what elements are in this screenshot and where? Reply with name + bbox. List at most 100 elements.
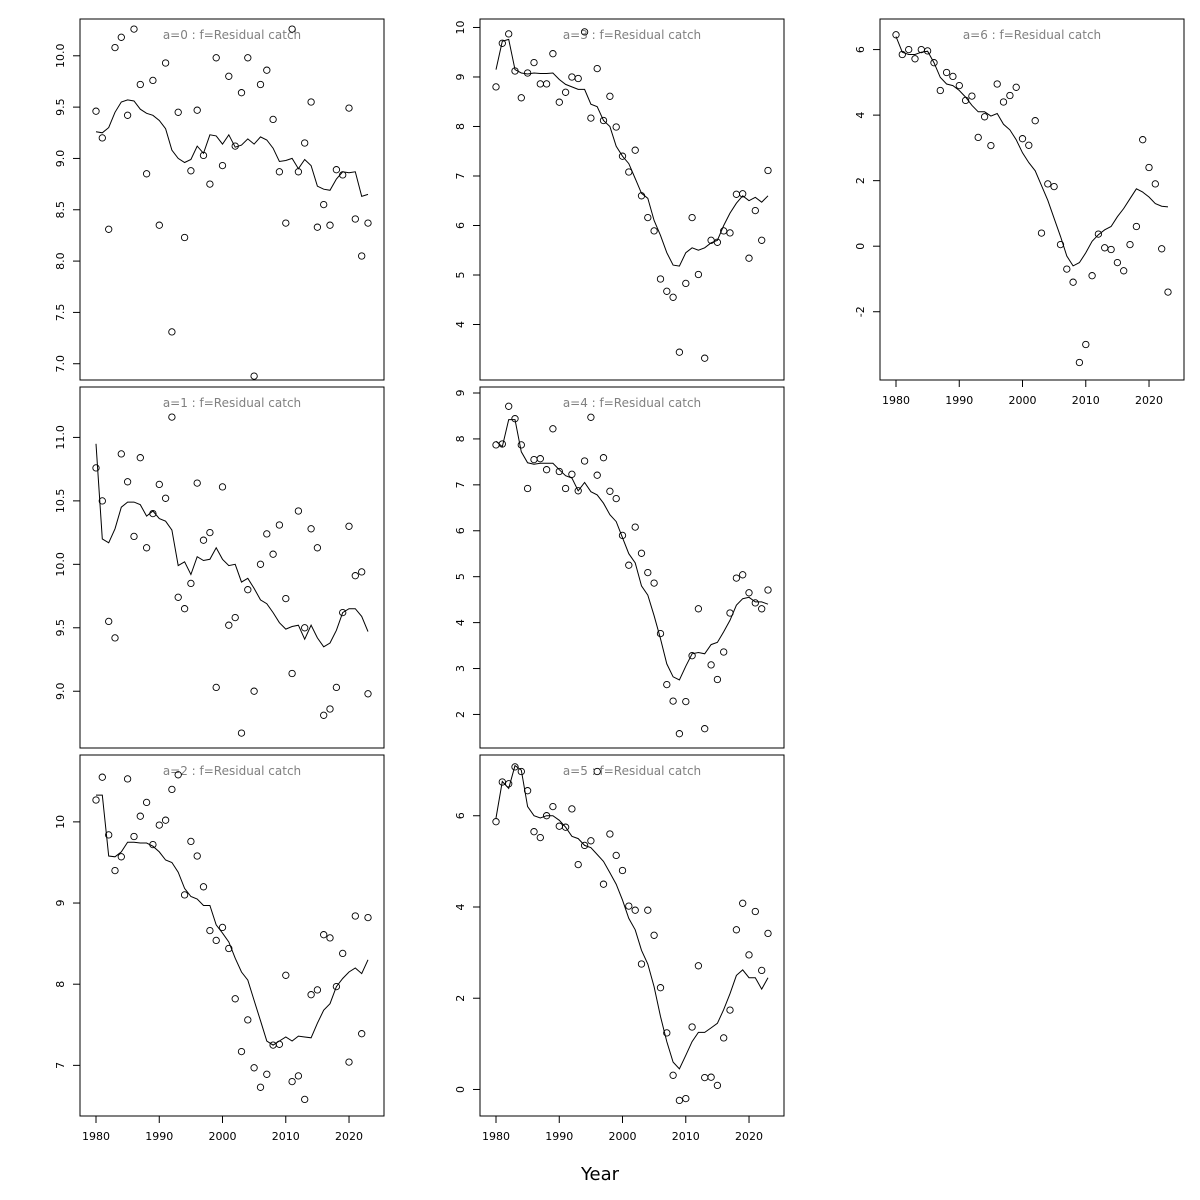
observed-point (92, 796, 100, 804)
observed-point (974, 133, 982, 142)
observed-point (237, 89, 246, 97)
observed-point (1107, 245, 1115, 254)
observed-point (161, 494, 170, 502)
observed-point (599, 116, 608, 125)
observed-point (987, 141, 995, 150)
observed-point (745, 951, 753, 959)
y-tick-label: 8 (454, 123, 467, 130)
observed-point (332, 166, 341, 174)
observed-point (168, 785, 176, 794)
y-tick-label: 9.0 (54, 682, 67, 700)
observed-point (682, 1094, 690, 1103)
observed-point (187, 837, 195, 846)
observed-point (326, 934, 334, 942)
observed-point (713, 675, 722, 684)
observed-point (517, 767, 525, 776)
observed-point (161, 816, 170, 824)
observed-point (345, 522, 353, 530)
observed-point (206, 180, 214, 188)
observed-point (568, 805, 576, 813)
observed-point (764, 929, 772, 938)
observed-point (1063, 265, 1071, 273)
observed-point (244, 54, 252, 62)
panel-title: a=2 : f=Residual catch (163, 764, 301, 778)
observed-point (105, 225, 113, 233)
observed-point (225, 72, 233, 80)
observed-point (320, 931, 328, 939)
observed-point (199, 151, 208, 160)
observed-point (288, 669, 296, 678)
observed-point (212, 54, 220, 62)
observed-point (1018, 135, 1027, 143)
observed-point (993, 80, 1001, 88)
observed-point (1113, 258, 1122, 267)
observed-point (123, 775, 132, 783)
observed-point (492, 818, 500, 826)
observed-point (269, 550, 277, 558)
observed-point (536, 80, 544, 88)
y-tick-label: 8.5 (54, 201, 67, 219)
observed-point (644, 568, 652, 577)
observed-point (498, 440, 506, 448)
y-tick-label: -2 (854, 306, 867, 317)
x-tick-label: 2020 (1135, 394, 1163, 407)
observed-point (1012, 83, 1020, 91)
observed-point (568, 470, 576, 478)
observed-point (968, 92, 976, 100)
observed-point (168, 328, 176, 336)
panel-title: a=1 : f=Residual catch (163, 396, 301, 410)
observed-point (193, 106, 201, 114)
observed-point (580, 28, 589, 36)
observed-point (256, 1083, 265, 1091)
observed-point (949, 72, 957, 81)
observed-point (751, 599, 759, 607)
observed-point (250, 1064, 258, 1072)
observed-point (244, 586, 252, 594)
y-tick-label: 0 (454, 1086, 467, 1093)
observed-point (123, 111, 132, 119)
observed-point (644, 213, 652, 222)
observed-point (764, 586, 772, 594)
observed-point (149, 509, 157, 518)
observed-point (1151, 180, 1159, 188)
observed-point (269, 115, 277, 124)
y-tick-label: 9.5 (54, 619, 67, 637)
x-tick-label: 2010 (672, 1130, 700, 1143)
observed-point (187, 167, 195, 175)
observed-point (758, 605, 766, 613)
y-tick-label: 4 (454, 321, 467, 328)
panel-title: a=4 : f=Residual catch (563, 396, 701, 410)
observed-point (351, 912, 359, 920)
observed-point (726, 229, 734, 237)
observed-point (612, 851, 620, 860)
observed-point (161, 59, 170, 67)
observed-point (117, 33, 125, 41)
x-tick-label: 1980 (482, 1130, 510, 1143)
observed-point (313, 223, 322, 231)
observed-point (180, 605, 189, 613)
observed-point (745, 254, 753, 262)
observed-point (505, 402, 513, 410)
observed-point (536, 833, 544, 842)
observed-point (332, 683, 341, 692)
observed-point (561, 823, 570, 831)
observed-point (326, 705, 334, 713)
observed-point (637, 192, 646, 200)
x-tick-label: 2000 (1009, 394, 1037, 407)
observed-point (930, 59, 938, 67)
observed-point (999, 98, 1008, 106)
observed-point (155, 821, 163, 829)
observed-point (218, 161, 227, 170)
panel-1: a=1 : f=Residual catch 9.0 9.5 10.0 10.5 11.0 (54, 386, 385, 749)
observed-point (105, 831, 113, 839)
fitted-series-line (495, 764, 769, 1070)
observed-point (631, 906, 639, 914)
observed-point (530, 455, 538, 464)
observed-point (631, 146, 639, 154)
observed-point (98, 773, 106, 781)
y-tick-label: 9 (454, 73, 467, 80)
observed-point (511, 763, 519, 771)
observed-point (237, 729, 246, 737)
observed-point (1056, 240, 1065, 249)
